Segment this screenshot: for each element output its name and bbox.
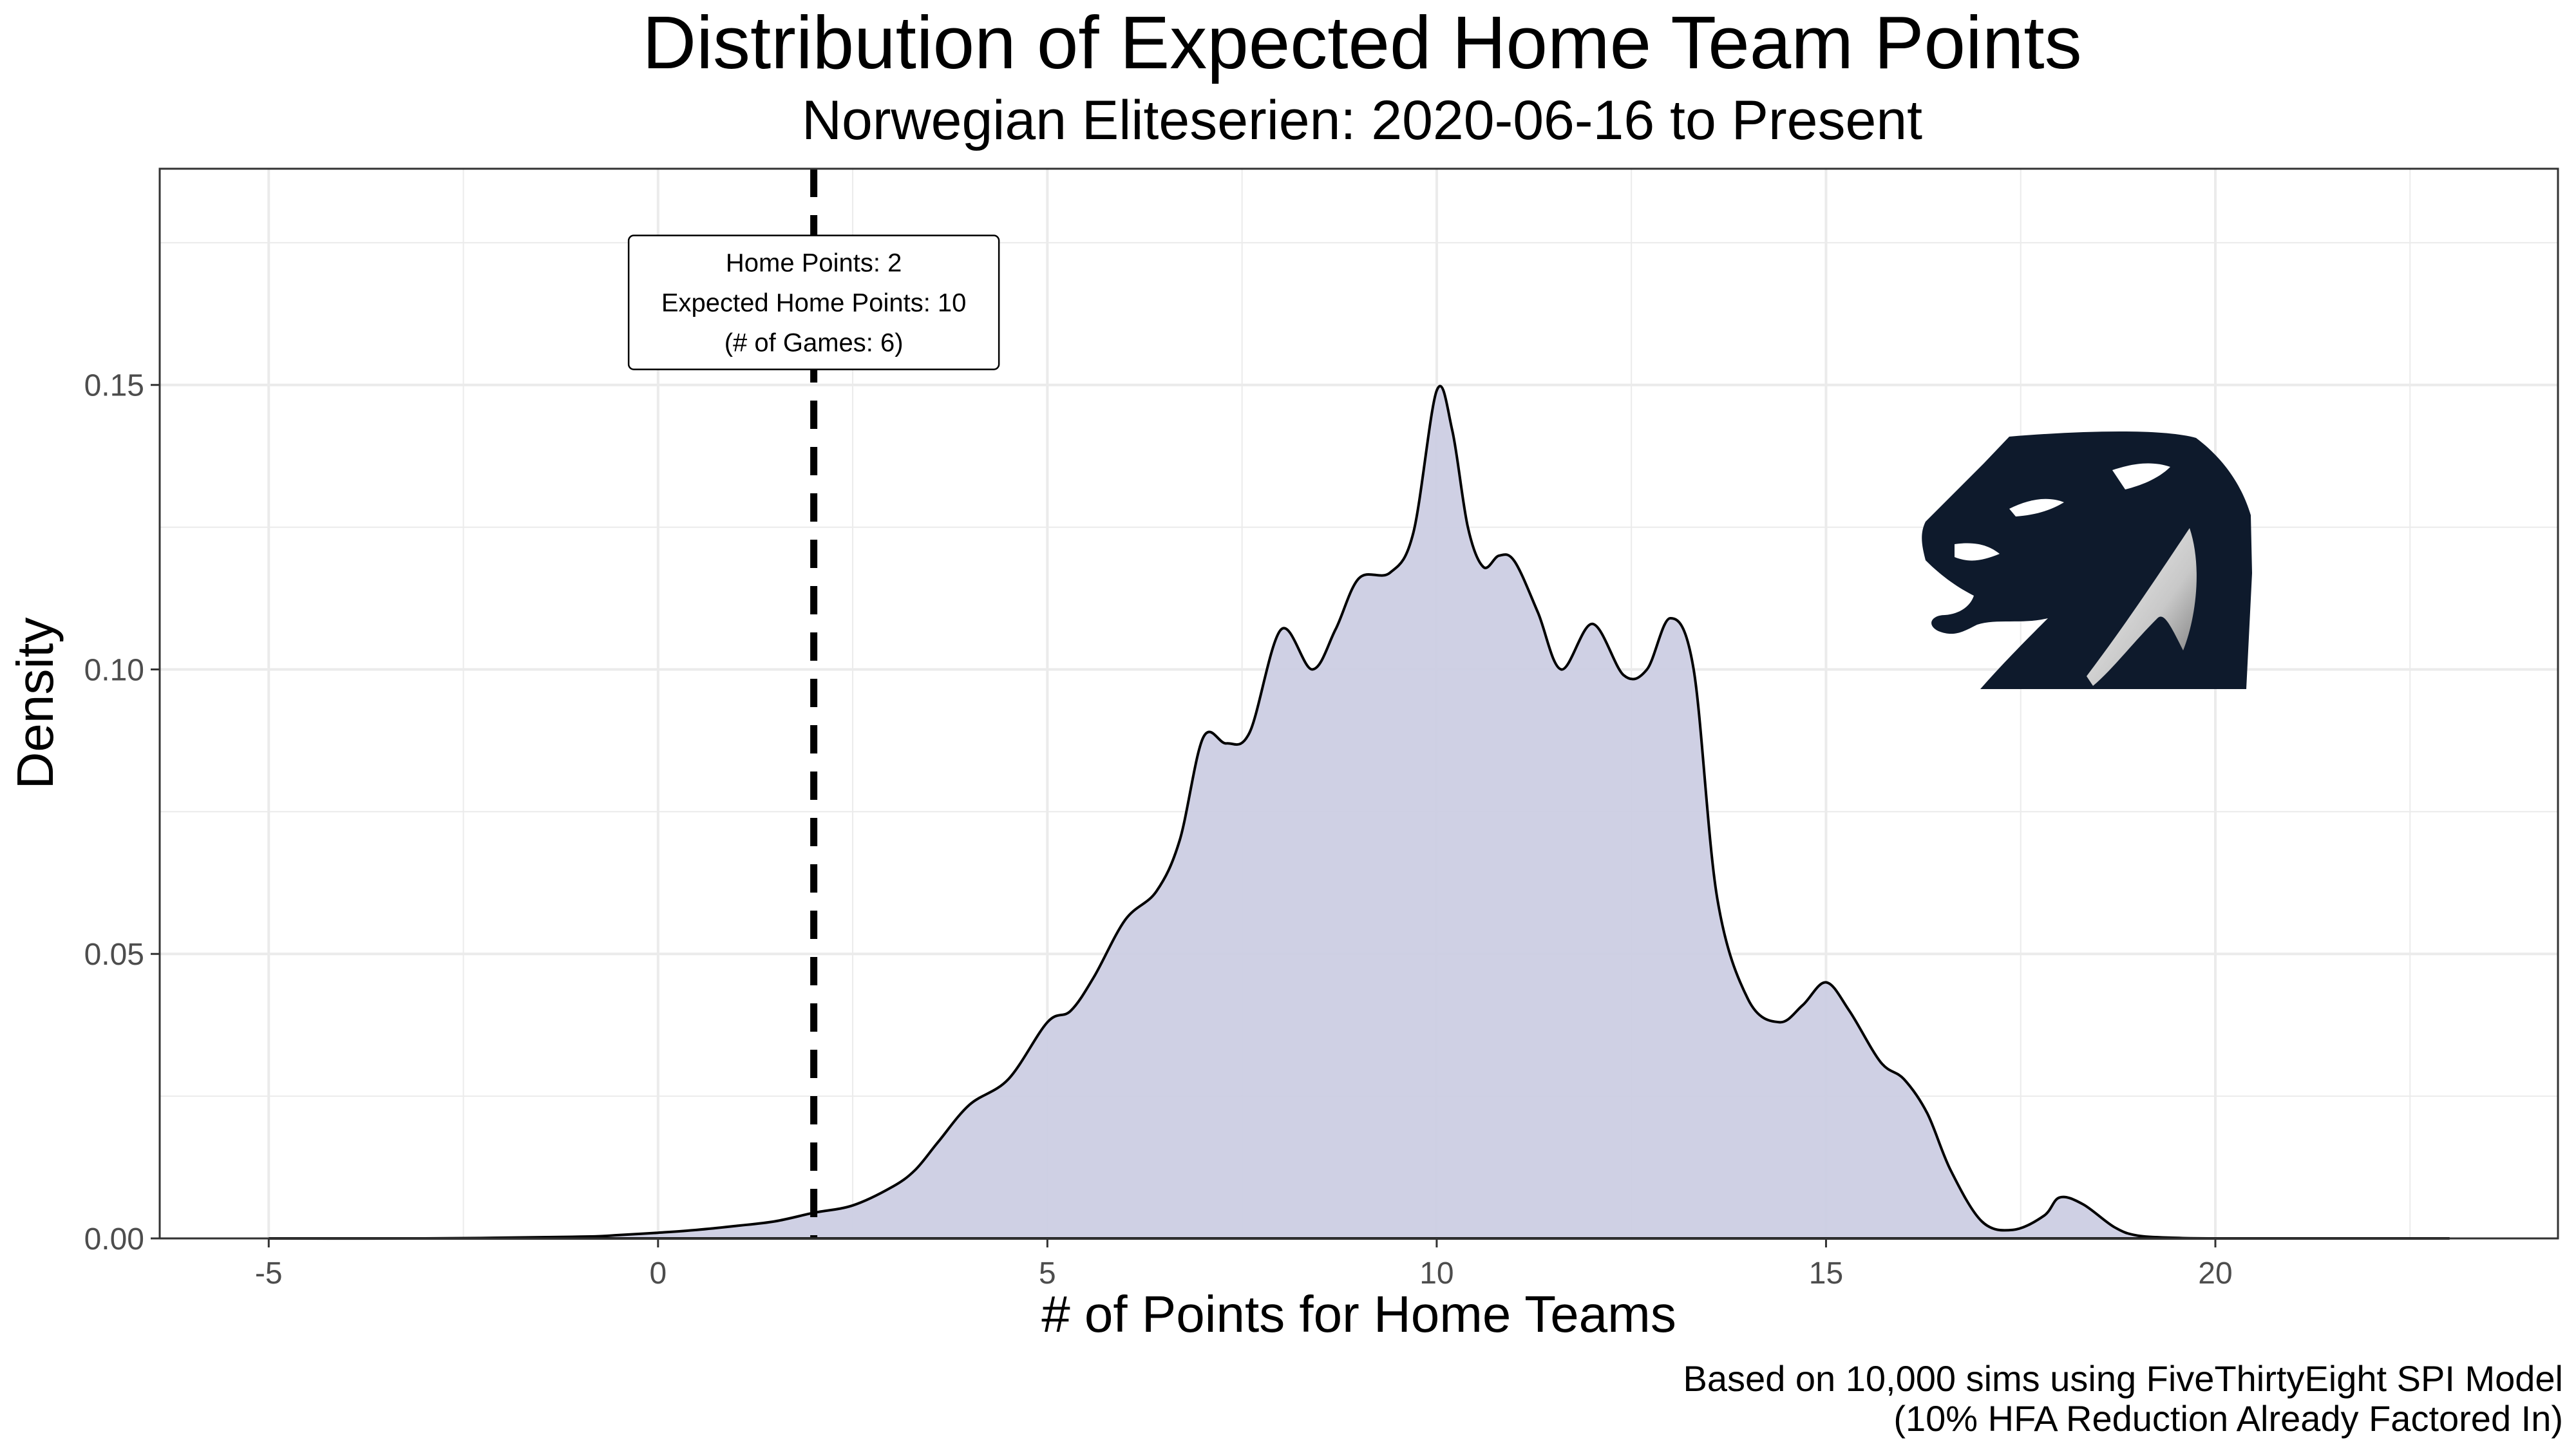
x-tick-label: 15 bbox=[1809, 1256, 1843, 1291]
crest-fang bbox=[1955, 543, 2000, 561]
caption-line-2: (10% HFA Reduction Already Factored In) bbox=[1893, 1398, 2563, 1439]
x-tick-label: 20 bbox=[2198, 1256, 2232, 1291]
density-area bbox=[269, 386, 2449, 1239]
annotation-label: Home Points: 2 Expected Home Points: 10 (#… bbox=[627, 234, 1000, 370]
x-tick-label: 5 bbox=[1039, 1256, 1056, 1291]
density-series bbox=[269, 384, 2450, 1240]
crest-mane bbox=[2112, 463, 2170, 489]
y-tick-label: 0.10 bbox=[84, 653, 144, 687]
annotation-box bbox=[627, 234, 1000, 370]
team-crest-logo bbox=[1922, 431, 2252, 689]
y-axis-title: Density bbox=[6, 618, 64, 790]
y-tick-label: 0.05 bbox=[84, 938, 144, 972]
x-axis: -5 0 5 10 15 20 bbox=[255, 1238, 2233, 1291]
annotation-line: (# of Games: 6) bbox=[724, 329, 904, 357]
density-curve bbox=[269, 384, 2450, 1240]
x-axis-title: # of Points for Home Teams bbox=[1041, 1285, 1676, 1343]
caption-line-1: Based on 10,000 sims using FiveThirtyEig… bbox=[1683, 1358, 2563, 1399]
y-tick-label: 0.00 bbox=[84, 1222, 144, 1256]
x-tick-label: -5 bbox=[255, 1256, 283, 1291]
chart-subtitle: Norwegian Eliteserien: 2020-06-16 to Pre… bbox=[802, 90, 1922, 151]
annotation-line: Expected Home Points: 10 bbox=[661, 289, 967, 317]
y-tick-label: 0.15 bbox=[84, 369, 144, 403]
x-tick-label: 10 bbox=[1419, 1256, 1454, 1291]
chart-title: Distribution of Expected Home Team Point… bbox=[642, 1, 2081, 84]
y-axis: 0.00 0.05 0.10 0.15 bbox=[84, 369, 160, 1256]
plot-border bbox=[158, 167, 2559, 1240]
x-tick-label: 0 bbox=[649, 1256, 667, 1291]
crest-eye bbox=[2009, 498, 2064, 516]
crest-highlight bbox=[2087, 528, 2197, 686]
annotation-line: Home Points: 2 bbox=[726, 249, 902, 278]
